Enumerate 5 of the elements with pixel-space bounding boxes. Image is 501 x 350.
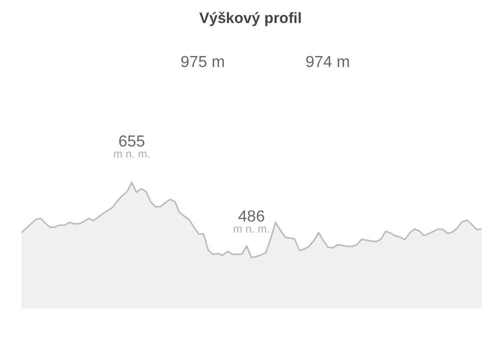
text: 974 m: [306, 54, 350, 71]
data-label: 486 m n. m.: [233, 208, 270, 236]
chart-title: Výškový profil: [199, 10, 302, 27]
text: 975 m: [180, 54, 225, 71]
data-label: 655 m n. m.: [113, 134, 150, 160]
